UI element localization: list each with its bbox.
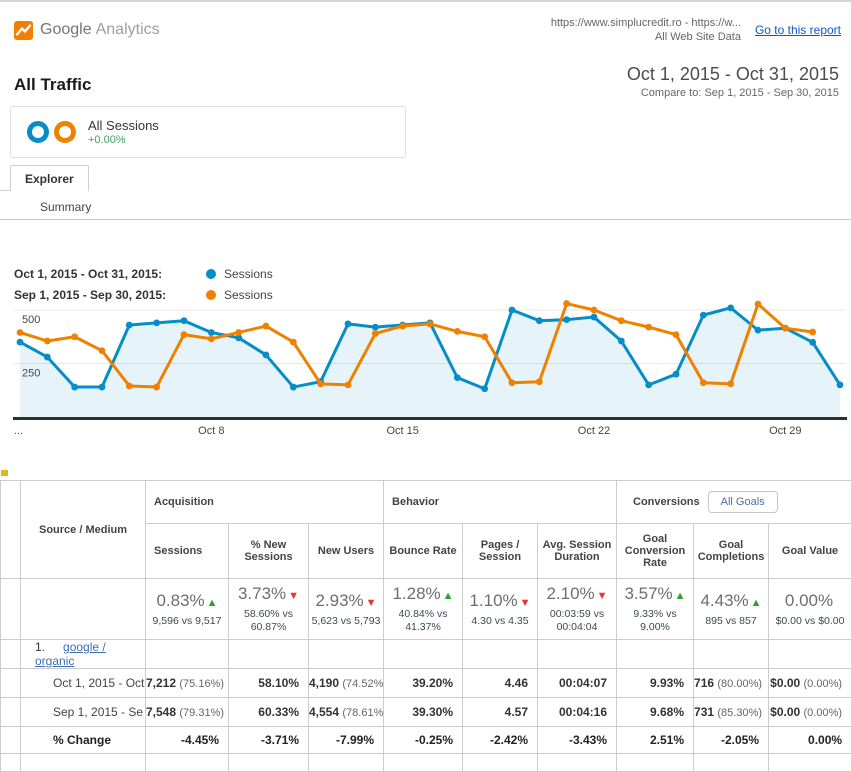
- trend-arrow-icon: ▼: [366, 597, 377, 609]
- column-header-goal-value[interactable]: Goal Value: [769, 524, 851, 579]
- table-row-clipped: [1, 754, 851, 772]
- total-bounce-rate: 1.28%▲40.84% vs 41.37%: [384, 579, 463, 640]
- analytics-logo-icon: [14, 21, 33, 40]
- legend-dot-blue-icon: [206, 269, 216, 279]
- group-header-conversions: Conversions All Goals: [617, 481, 851, 524]
- row-select-column: [1, 481, 21, 579]
- all-goals-dropdown[interactable]: All Goals: [708, 491, 778, 513]
- legend-dot-orange-icon: [206, 290, 216, 300]
- segment-delta: +0.00%: [88, 134, 159, 146]
- column-header-new-sessions[interactable]: % New Sessions: [229, 524, 309, 579]
- total-avg-duration: 2.10%▼00:03:59 vs 00:04:04: [538, 579, 617, 640]
- trend-arrow-icon: ▲: [751, 597, 762, 609]
- chart-legend: Oct 1, 2015 - Oct 31, 2015: Sessions Sep…: [14, 263, 273, 305]
- section-divider: [0, 219, 851, 220]
- legend-item-current: Oct 1, 2015 - Oct 31, 2015: Sessions: [14, 263, 273, 284]
- table-row-percent-change: % Change -4.45% -3.71% -7.99% -0.25% -2.…: [1, 727, 851, 754]
- svg-text:Oct 8: Oct 8: [198, 425, 224, 437]
- trend-arrow-icon: ▲: [207, 597, 218, 609]
- total-goal-conv-rate: 3.57%▲9.33% vs 9.00%: [617, 579, 694, 640]
- column-header-bounce-rate[interactable]: Bounce Rate: [384, 524, 463, 579]
- total-sessions: 0.83%▲9,596 vs 9,517: [146, 579, 229, 640]
- trend-arrow-icon: ▼: [597, 590, 608, 602]
- column-header-goal-conv-rate[interactable]: Goal Conversion Rate: [617, 524, 694, 579]
- column-header-new-users[interactable]: New Users: [309, 524, 384, 579]
- column-header-sessions[interactable]: Sessions: [146, 524, 229, 579]
- source-medium-link[interactable]: google / organic: [35, 640, 106, 668]
- column-header-pages-session[interactable]: Pages / Session: [463, 524, 538, 579]
- partial-star-icon: [1, 470, 8, 476]
- table-row-source: 1.google / organic: [1, 640, 851, 669]
- table-row-previous-period: Sep 1, 2015 - Se 7,548 (79.31%) 60.33% 4…: [1, 698, 851, 727]
- total-new-sessions: 3.73%▼58.60% vs 60.87%: [229, 579, 309, 640]
- segment-donut-orange-icon: [54, 121, 76, 143]
- table-row-current-period: Oct 1, 2015 - Oct 7,212 (75.16%) 58.10% …: [1, 669, 851, 698]
- source-medium-table: Source / Medium Acquisition Behavior Con…: [0, 480, 851, 772]
- trend-arrow-icon: ▼: [520, 597, 531, 609]
- subtab-summary[interactable]: Summary: [40, 200, 91, 214]
- property-info: https://www.simplucredit.ro - https://w.…: [551, 16, 741, 44]
- total-new-users: 2.93%▼5,623 vs 5,793: [309, 579, 384, 640]
- date-range-compare: Compare to: Sep 1, 2015 - Sep 30, 2015: [627, 87, 839, 99]
- svg-text:Oct 22: Oct 22: [578, 425, 610, 437]
- svg-text:Oct 15: Oct 15: [386, 425, 418, 437]
- property-url: https://www.simplucredit.ro - https://w.…: [551, 16, 741, 30]
- total-goal-value: 0.00%$0.00 vs $0.00: [769, 579, 851, 640]
- svg-text:...: ...: [14, 425, 23, 437]
- date-range-picker[interactable]: Oct 1, 2015 - Oct 31, 2015 Compare to: S…: [627, 64, 839, 99]
- segment-donut-blue-icon: [27, 121, 49, 143]
- group-header-acquisition: Acquisition: [146, 481, 384, 524]
- property-view: All Web Site Data: [551, 30, 741, 44]
- group-header-behavior: Behavior: [384, 481, 617, 524]
- total-pages-session: 1.10%▼4.30 vs 4.35: [463, 579, 538, 640]
- column-header-source-medium[interactable]: Source / Medium: [21, 481, 146, 579]
- tab-explorer[interactable]: Explorer: [10, 165, 89, 191]
- trend-arrow-icon: ▼: [288, 590, 299, 602]
- column-header-avg-duration[interactable]: Avg. Session Duration: [538, 524, 617, 579]
- svg-text:500: 500: [22, 314, 40, 326]
- segment-name: All Sessions: [88, 118, 159, 133]
- column-header-goal-completions[interactable]: Goal Completions: [694, 524, 769, 579]
- page-title: All Traffic: [14, 75, 91, 95]
- svg-text:Oct 29: Oct 29: [769, 425, 801, 437]
- segment-card-all-sessions[interactable]: All Sessions +0.00%: [10, 106, 406, 158]
- go-to-report-link[interactable]: Go to this report: [755, 23, 841, 37]
- trend-arrow-icon: ▲: [443, 590, 454, 602]
- date-range-current: Oct 1, 2015 - Oct 31, 2015: [627, 64, 839, 85]
- trend-arrow-icon: ▲: [675, 590, 686, 602]
- total-goal-completions: 4.43%▲895 vs 857: [694, 579, 769, 640]
- totals-row: 0.83%▲9,596 vs 9,517 3.73%▼58.60% vs 60.…: [1, 579, 851, 640]
- tab-baseline: [0, 190, 10, 191]
